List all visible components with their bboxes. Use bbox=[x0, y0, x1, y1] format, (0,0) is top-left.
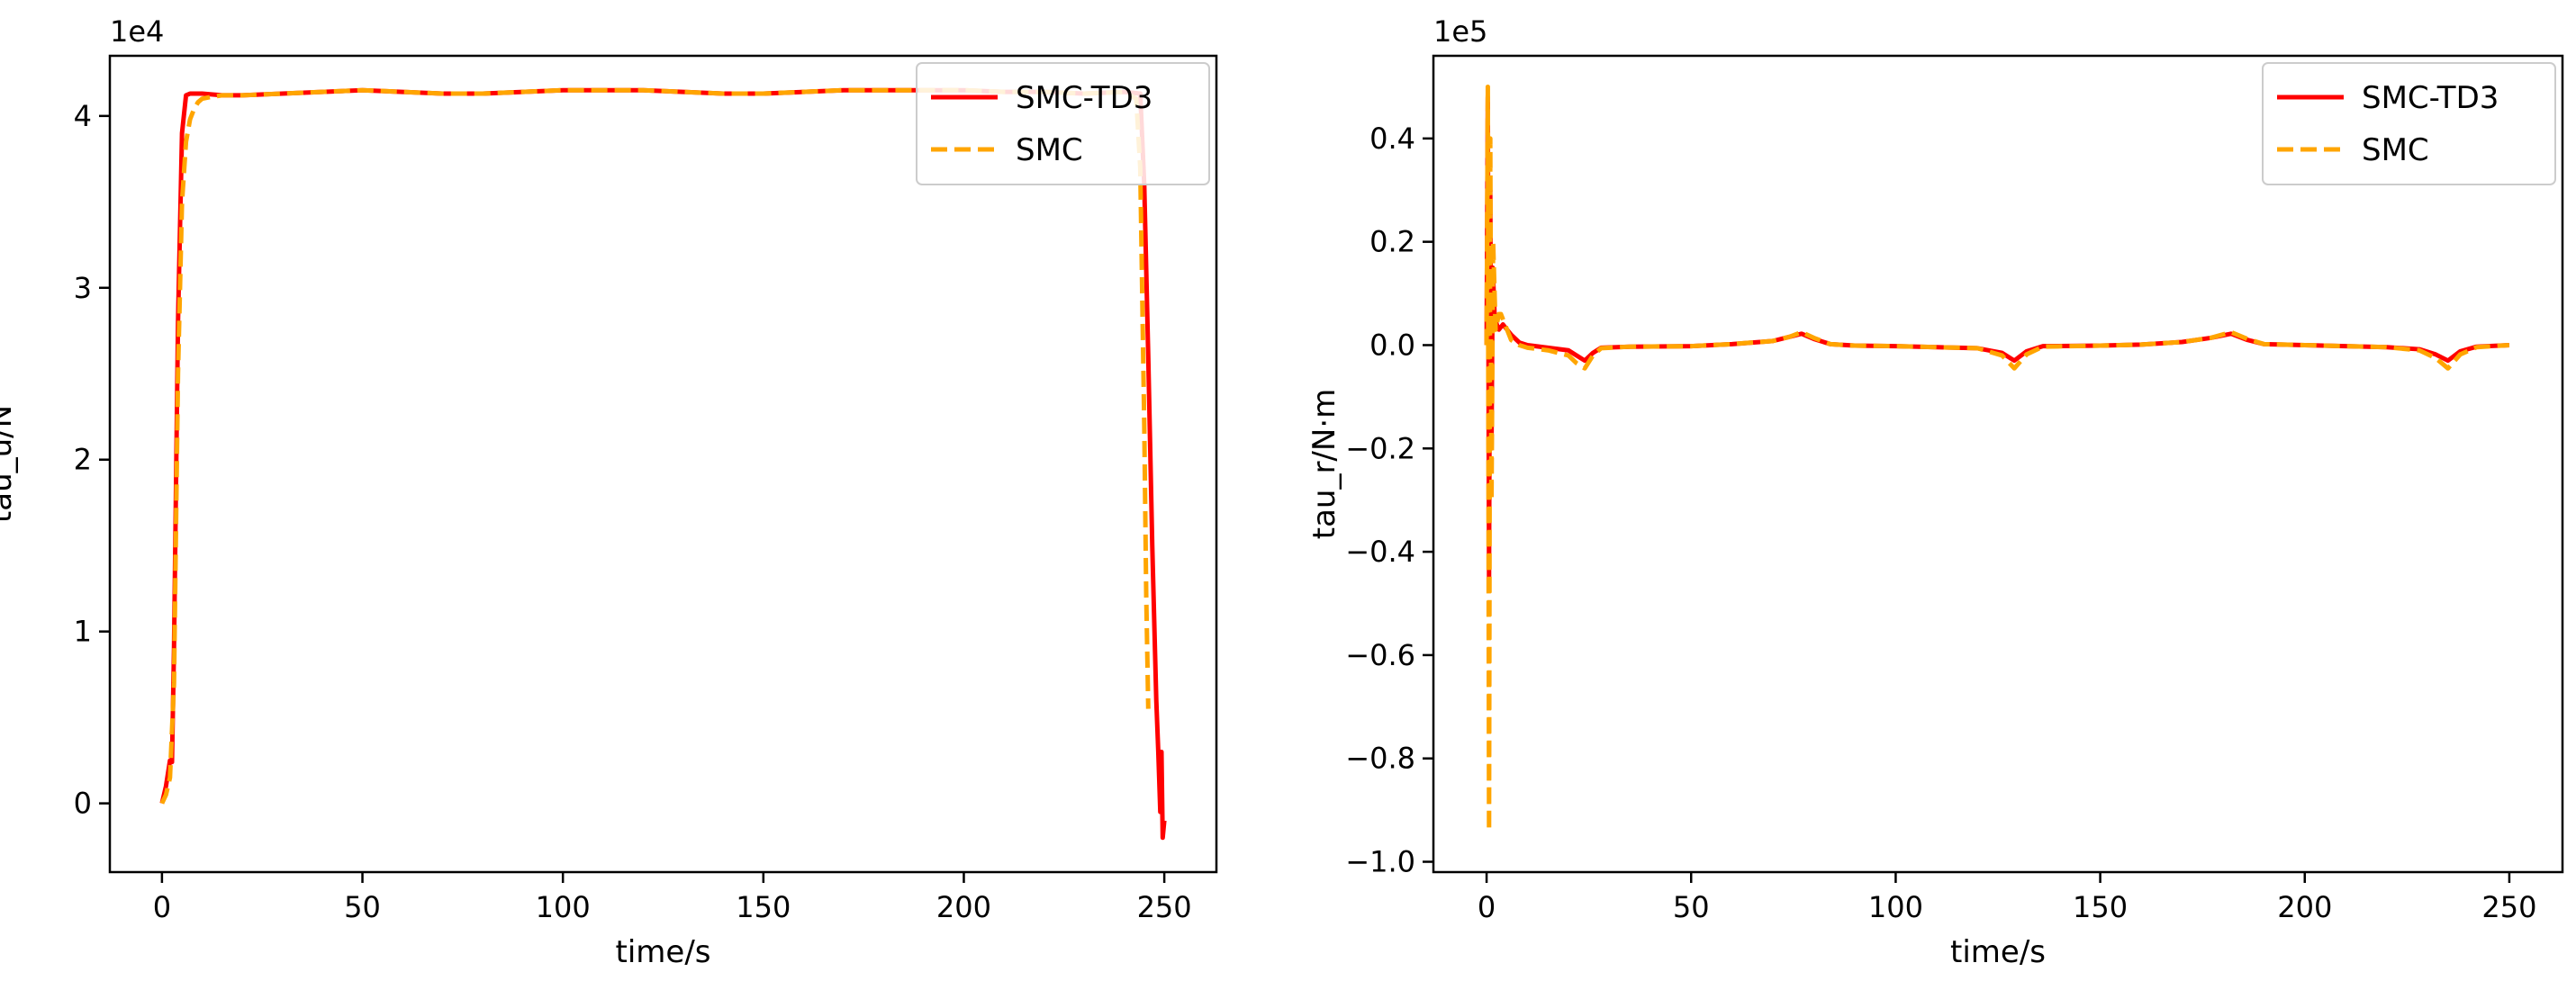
tau-r-x-axis-label: time/s bbox=[1950, 934, 2046, 970]
tau-u-y-tick-label: 3 bbox=[74, 271, 92, 305]
tau-r-legend-label-smc: SMC bbox=[2362, 132, 2429, 168]
tau-r-x-tick-label: 100 bbox=[1868, 890, 1923, 924]
tau-u-x-tick-label: 0 bbox=[153, 890, 171, 924]
tau-r-offset-label: 1e5 bbox=[1433, 14, 1487, 49]
tau-u-ticks-layer: 0 50 100 150 200 250 0 1 2 3 4 bbox=[74, 99, 1192, 924]
tau-u-y-axis-label: tau_u/N bbox=[0, 405, 19, 523]
tau-r-y-tick-label: −0.6 bbox=[1345, 638, 1415, 672]
tau-u-y-tick-label: 0 bbox=[74, 787, 92, 821]
tau-r-y-tick-label: −0.2 bbox=[1345, 431, 1415, 465]
tau-r-legend-label-smc-td3: SMC-TD3 bbox=[2362, 80, 2499, 116]
tau-u-y-tick-label: 4 bbox=[74, 99, 92, 133]
tau-u-legend-box bbox=[916, 62, 1210, 185]
tau-r-legend-box bbox=[2262, 62, 2556, 185]
tau-r-x-tick-label: 250 bbox=[2481, 890, 2536, 924]
tau-u-offset-label: 1e4 bbox=[110, 14, 164, 49]
tau-u-legend: SMC-TD3 SMC bbox=[916, 62, 1210, 185]
tau-u-x-tick-label: 100 bbox=[536, 890, 591, 924]
tau-r-plot-frame bbox=[1432, 54, 2564, 874]
tau-u-series-layer bbox=[159, 87, 1167, 841]
chart-tau-r: 0 50 100 150 200 250 −1.0 −0.8 −0.6 −0.4 −0.2 0.0 0.… bbox=[1306, 14, 2564, 970]
tau-r-x-tick-label: 150 bbox=[2073, 890, 2128, 924]
tau-r-series-line-smc bbox=[1484, 84, 2510, 833]
tau-r-y-tick-label: −1.0 bbox=[1345, 845, 1415, 879]
tau-r-y-tick-label: 0.2 bbox=[1369, 225, 1415, 259]
tau-u-y-tick-label: 2 bbox=[74, 443, 92, 477]
tau-r-y-tick-label: 0.0 bbox=[1369, 328, 1415, 362]
tau-u-x-tick-label: 200 bbox=[936, 890, 991, 924]
tau-r-x-tick-label: 0 bbox=[1478, 890, 1496, 924]
tau-u-plot-frame bbox=[108, 54, 1218, 874]
tau-r-series-layer bbox=[1484, 84, 2510, 833]
tau-r-y-tick-label: −0.8 bbox=[1345, 742, 1415, 776]
tau-r-x-tick-label: 50 bbox=[1673, 890, 1710, 924]
tau-u-x-tick-label: 250 bbox=[1137, 890, 1192, 924]
tau-r-legend: SMC-TD3 SMC bbox=[2262, 62, 2556, 185]
tau-u-y-tick-label: 1 bbox=[74, 615, 92, 649]
tau-u-series-line-smc bbox=[159, 87, 1151, 805]
tau-r-y-tick-label: −0.4 bbox=[1345, 535, 1415, 569]
tau-u-x-axis-label: time/s bbox=[616, 934, 711, 970]
tau-r-ticks-layer: 0 50 100 150 200 250 −1.0 −0.8 −0.6 −0.4 −0.2 0.0 0.… bbox=[1345, 122, 2536, 924]
tau-u-x-tick-label: 150 bbox=[736, 890, 791, 924]
tau-u-legend-label-smc-td3: SMC-TD3 bbox=[1016, 80, 1152, 116]
tau-r-y-axis-label: tau_r/N·m bbox=[1306, 389, 1342, 540]
tau-u-legend-label-smc: SMC bbox=[1016, 132, 1083, 168]
tau-u-x-tick-label: 50 bbox=[344, 890, 381, 924]
tau-r-x-tick-label: 200 bbox=[2277, 890, 2332, 924]
tau-r-y-tick-label: 0.4 bbox=[1369, 122, 1415, 156]
